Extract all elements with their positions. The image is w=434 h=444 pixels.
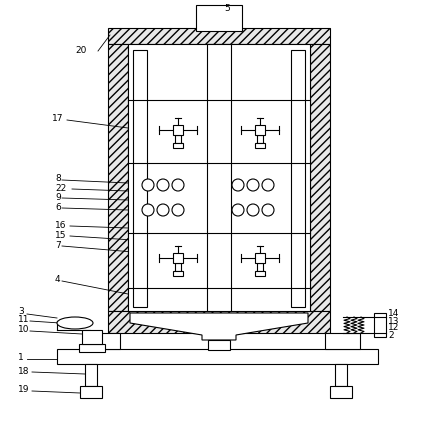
Bar bbox=[85, 364, 97, 386]
Bar bbox=[82, 330, 102, 344]
Text: 3: 3 bbox=[18, 308, 24, 317]
Circle shape bbox=[171, 204, 184, 216]
Bar bbox=[334, 364, 346, 386]
Circle shape bbox=[247, 179, 258, 191]
Bar bbox=[256, 263, 263, 271]
Text: 20: 20 bbox=[75, 45, 86, 55]
Ellipse shape bbox=[57, 317, 93, 329]
Circle shape bbox=[231, 179, 243, 191]
Bar bbox=[173, 253, 183, 263]
Polygon shape bbox=[130, 313, 307, 340]
Bar bbox=[128, 44, 309, 311]
Circle shape bbox=[231, 204, 243, 216]
Text: 6: 6 bbox=[55, 202, 61, 211]
Bar bbox=[174, 135, 181, 143]
Bar bbox=[173, 143, 183, 148]
Bar bbox=[57, 349, 377, 364]
Bar bbox=[207, 340, 230, 350]
Text: 19: 19 bbox=[18, 385, 30, 395]
Bar bbox=[133, 50, 147, 307]
Text: 15: 15 bbox=[55, 230, 66, 239]
Text: 9: 9 bbox=[55, 193, 61, 202]
Bar bbox=[324, 333, 359, 349]
Circle shape bbox=[247, 204, 258, 216]
Bar bbox=[329, 386, 351, 398]
Text: 13: 13 bbox=[387, 317, 398, 325]
Text: 16: 16 bbox=[55, 221, 66, 230]
Bar bbox=[290, 50, 304, 307]
Bar bbox=[108, 28, 329, 44]
Text: 4: 4 bbox=[55, 275, 60, 285]
Bar bbox=[108, 44, 128, 311]
Bar bbox=[254, 125, 264, 135]
Bar bbox=[79, 344, 105, 352]
Text: 1: 1 bbox=[18, 353, 24, 362]
Bar bbox=[108, 311, 329, 333]
Text: 11: 11 bbox=[18, 316, 30, 325]
Text: 22: 22 bbox=[55, 183, 66, 193]
Circle shape bbox=[157, 179, 169, 191]
Bar bbox=[173, 271, 183, 276]
Text: 10: 10 bbox=[18, 325, 30, 334]
Bar bbox=[309, 44, 329, 311]
Bar bbox=[173, 125, 183, 135]
Circle shape bbox=[171, 179, 184, 191]
Text: 2: 2 bbox=[387, 332, 393, 341]
Bar bbox=[254, 253, 264, 263]
Text: 5: 5 bbox=[224, 4, 229, 12]
Circle shape bbox=[157, 204, 169, 216]
Text: 7: 7 bbox=[55, 241, 61, 250]
Bar bbox=[256, 135, 263, 143]
Text: 12: 12 bbox=[387, 324, 398, 333]
Bar bbox=[254, 271, 264, 276]
Bar bbox=[207, 44, 230, 311]
Text: 8: 8 bbox=[55, 174, 61, 182]
Bar bbox=[174, 263, 181, 271]
Circle shape bbox=[261, 204, 273, 216]
Text: 18: 18 bbox=[18, 366, 30, 376]
Bar bbox=[196, 5, 241, 31]
Bar bbox=[80, 386, 102, 398]
Circle shape bbox=[261, 179, 273, 191]
Bar bbox=[85, 333, 120, 349]
Circle shape bbox=[141, 179, 154, 191]
Circle shape bbox=[141, 204, 154, 216]
Bar bbox=[254, 143, 264, 148]
Text: 14: 14 bbox=[387, 309, 398, 318]
Text: 17: 17 bbox=[52, 114, 63, 123]
Bar bbox=[373, 313, 385, 337]
